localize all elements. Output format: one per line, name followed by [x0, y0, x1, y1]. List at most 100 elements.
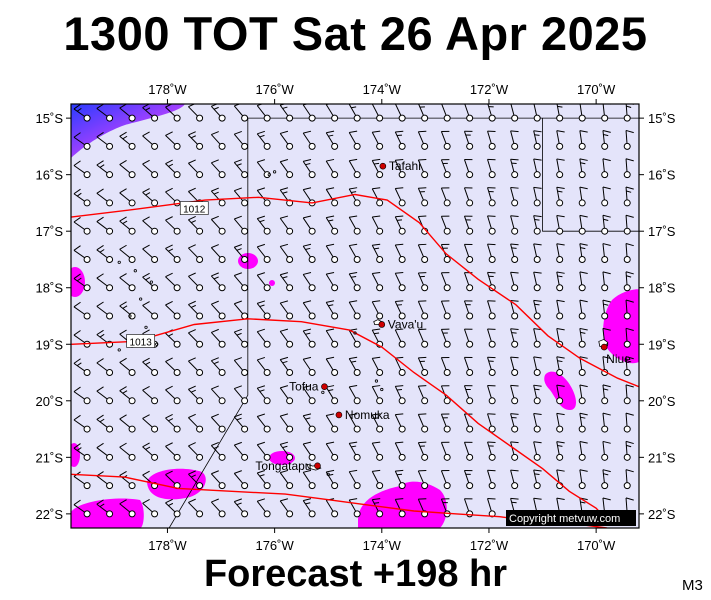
wind-barb [601, 243, 611, 263]
lon-tick-label-bottom: 178˚W [148, 538, 187, 553]
wind-barb [279, 243, 294, 263]
wind-barb [188, 300, 204, 320]
lat-tick-label-left: 21˚S [36, 450, 64, 465]
wind-barb [510, 104, 519, 122]
wind-barb [348, 385, 361, 405]
wind-barb [623, 243, 634, 263]
wind-barb [233, 470, 249, 490]
wind-barb [302, 215, 316, 235]
wind-barb [188, 159, 204, 179]
wind-barb [233, 187, 249, 207]
wind-barb [96, 188, 114, 207]
wind-barb [210, 272, 226, 292]
wind-barb [302, 498, 316, 518]
wind-barb [441, 104, 451, 122]
wind-barb [394, 243, 406, 263]
wind-barb [371, 272, 384, 292]
wind-barb [533, 384, 542, 405]
wind-barb [371, 385, 384, 405]
wind-barb [142, 159, 159, 179]
wind-barb [256, 356, 271, 377]
islet [321, 390, 325, 394]
wind-barb [325, 215, 339, 235]
lon-tick-label-bottom: 176˚W [255, 538, 294, 553]
wind-barb [556, 299, 565, 320]
wind-barb [188, 272, 204, 292]
wind-barb [73, 188, 91, 207]
wind-barb [623, 469, 634, 490]
wind-barb [510, 215, 519, 235]
lat-tick-label-left: 17˚S [36, 224, 64, 239]
wind-barb [279, 356, 294, 377]
islet [155, 342, 159, 346]
lat-tick-label-left: 19˚S [36, 337, 64, 352]
wind-barb [463, 215, 474, 235]
wind-barb [394, 356, 406, 377]
wind-barb [96, 216, 114, 235]
wind-barb [578, 271, 588, 292]
wind-barb [417, 413, 429, 433]
isobar-line [71, 318, 613, 526]
wind-barb [623, 440, 634, 461]
wind-barb [96, 499, 114, 518]
wind-barb [440, 413, 451, 433]
wind-barb [417, 300, 429, 320]
wind-barb [302, 356, 316, 377]
wind-barb [256, 243, 271, 263]
wind-barb [371, 300, 384, 320]
wind-barb [119, 499, 136, 518]
wind-barb [533, 328, 542, 348]
wind-barb [510, 441, 519, 461]
wind-barb [142, 385, 159, 405]
wind-barb [394, 187, 406, 207]
wind-barb [325, 385, 339, 405]
wind-barb [348, 215, 361, 235]
wind-barb [371, 104, 384, 122]
wind-barb [119, 414, 136, 433]
wind-barb [463, 385, 474, 405]
wind-barb [302, 328, 316, 348]
place-label: Tofua [289, 380, 319, 394]
lat-tick-label-right: 22˚S [648, 507, 676, 522]
wind-barb [96, 301, 114, 320]
wind-barb [96, 245, 114, 263]
wind-barb [165, 131, 181, 150]
wind-barb [601, 299, 611, 320]
wind-barb [210, 131, 226, 150]
wind-barb [233, 357, 249, 377]
wind-barb [371, 187, 384, 207]
wind-barb [556, 130, 565, 150]
wind-barb [371, 356, 384, 377]
wind-barb [210, 104, 226, 122]
wind-barb [279, 104, 294, 122]
wind-barb [210, 328, 226, 348]
wind-barb [210, 385, 226, 405]
wind-barb [578, 186, 588, 207]
place-label: Tafahi [389, 159, 421, 173]
wind-barb [188, 216, 204, 235]
model-code: M3 [682, 577, 703, 594]
wind-barb [210, 300, 226, 320]
wind-barb [142, 414, 159, 433]
islet [273, 170, 277, 174]
wind-barb [96, 386, 114, 405]
wind-barb [325, 441, 339, 461]
wind-barb [510, 413, 519, 433]
lat-tick-label-right: 19˚S [648, 337, 676, 352]
wind-barb [510, 469, 519, 490]
rain-area-east [544, 371, 576, 410]
wind-barb [371, 130, 384, 150]
wind-barb [348, 243, 361, 263]
wind-barb [623, 214, 634, 235]
wind-barb [394, 498, 406, 518]
wind-barb [440, 470, 451, 490]
wind-barb [533, 299, 542, 320]
islet [139, 297, 143, 301]
wind-barb [623, 129, 634, 150]
wind-barb [188, 357, 204, 377]
wind-barb [487, 384, 496, 405]
wind-barb [325, 413, 339, 433]
wind-barb [623, 158, 634, 179]
wind-barb [440, 441, 451, 461]
lon-tick-label-bottom: 172˚W [470, 538, 509, 553]
